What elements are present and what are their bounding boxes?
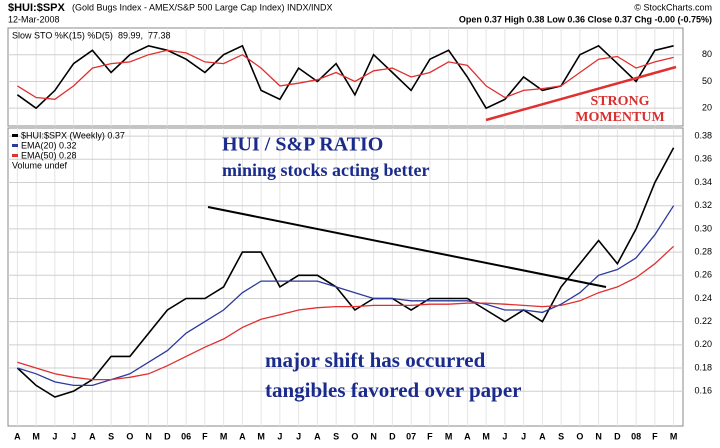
y-tick-label: 50 [702, 76, 712, 86]
x-tick-label: J [296, 431, 301, 441]
annotation: STRONG [590, 94, 649, 109]
x-tick-label: F [202, 431, 208, 441]
x-tick-label: M [220, 431, 228, 441]
x-tick-label: N [595, 431, 602, 441]
legend-swatch [12, 134, 18, 137]
panel-frame [7, 127, 684, 427]
series-line [16, 147, 675, 398]
x-tick-label: A [14, 431, 21, 441]
y-tick-label: 0.28 [694, 246, 712, 256]
x-tick-label: M [32, 431, 40, 441]
x-tick-label: F [652, 431, 658, 441]
x-tick-label: J [521, 431, 526, 441]
series-line [16, 44, 674, 110]
y-tick-label: 0.36 [694, 154, 712, 164]
x-tick-label: O [576, 431, 583, 441]
legend-entry: 77.38 [148, 30, 171, 40]
series-line [17, 205, 675, 387]
y-tick-label: 80 [702, 49, 712, 59]
y-tick-label: 20 [702, 103, 712, 113]
x-tick-label: 07 [406, 431, 416, 441]
x-tick-label: S [108, 431, 114, 441]
y-tick-label: 0.38 [694, 130, 712, 140]
y-tick-label: 0.20 [694, 339, 712, 349]
x-tick-label: A [314, 431, 321, 441]
x-tick-label: F [427, 431, 433, 441]
annotation: HUI / S&P RATIO [222, 134, 383, 156]
x-tick-label: M [445, 431, 453, 441]
annotation: MOMENTUM [575, 110, 664, 125]
legend-entry: 89.99, [118, 30, 143, 40]
series-line [17, 245, 675, 381]
x-tick-label: D [389, 431, 396, 441]
x-tick-label: A [464, 431, 471, 441]
y-tick-label: 0.34 [694, 177, 712, 187]
y-tick-label: 0.22 [694, 316, 712, 326]
x-tick-label: J [71, 431, 76, 441]
date: 12-Mar-2008 [8, 14, 60, 24]
panel-frame [7, 27, 684, 127]
x-tick-label: A [539, 431, 546, 441]
y-tick-label: 0.18 [694, 362, 712, 372]
x-tick-label: A [89, 431, 96, 441]
x-tick-label: J [277, 431, 282, 441]
x-tick-label: D [614, 431, 621, 441]
x-tick-label: N [145, 431, 152, 441]
x-tick-label: S [558, 431, 564, 441]
trend-line [485, 65, 677, 122]
y-tick-label: 0.26 [694, 270, 712, 280]
legend-entry: $HUI:$SPX (Weekly) 0.37 [21, 130, 125, 140]
x-tick-label: J [52, 431, 57, 441]
annotation: mining stocks acting better [222, 160, 429, 180]
x-tick-label: 08 [631, 431, 641, 441]
x-tick-label: D [164, 431, 171, 441]
legend-entry: EMA(20) 0.32 [21, 140, 77, 150]
x-tick-label: N [370, 431, 377, 441]
x-tick-label: J [502, 431, 507, 441]
description: (Gold Bugs Index - AMEX/S&P 500 Large Ca… [72, 2, 332, 12]
legend-entry: EMA(50) 0.28 [21, 150, 77, 160]
symbol: $HUI:$SPX [8, 2, 66, 14]
legend-swatch [12, 144, 18, 147]
y-tick-label: 0.30 [694, 223, 712, 233]
x-tick-label: M [482, 431, 490, 441]
x-tick-label: O [351, 431, 358, 441]
annotation: tangibles favored over paper [265, 378, 521, 402]
y-tick-label: 0.32 [694, 200, 712, 210]
legend-entry: Volume undef [12, 160, 68, 170]
x-tick-label: A [239, 431, 246, 441]
trend-line [207, 206, 607, 288]
legend-swatch [12, 154, 18, 157]
source: © StockCharts.com [634, 2, 712, 12]
x-tick-label: S [333, 431, 339, 441]
x-tick-label: 06 [181, 431, 191, 441]
quote: Open 0.37 High 0.38 Low 0.36 Close 0.37 … [459, 14, 712, 24]
series-line [17, 49, 674, 100]
x-tick-label: M [670, 431, 678, 441]
y-tick-label: 0.16 [694, 386, 712, 396]
x-tick-label: M [257, 431, 265, 441]
y-tick-label: 0.24 [694, 293, 712, 303]
annotation: major shift has occurred [265, 348, 486, 372]
x-tick-label: O [126, 431, 133, 441]
indicator-title: Slow STO %K(15) %D(5) [12, 30, 113, 40]
